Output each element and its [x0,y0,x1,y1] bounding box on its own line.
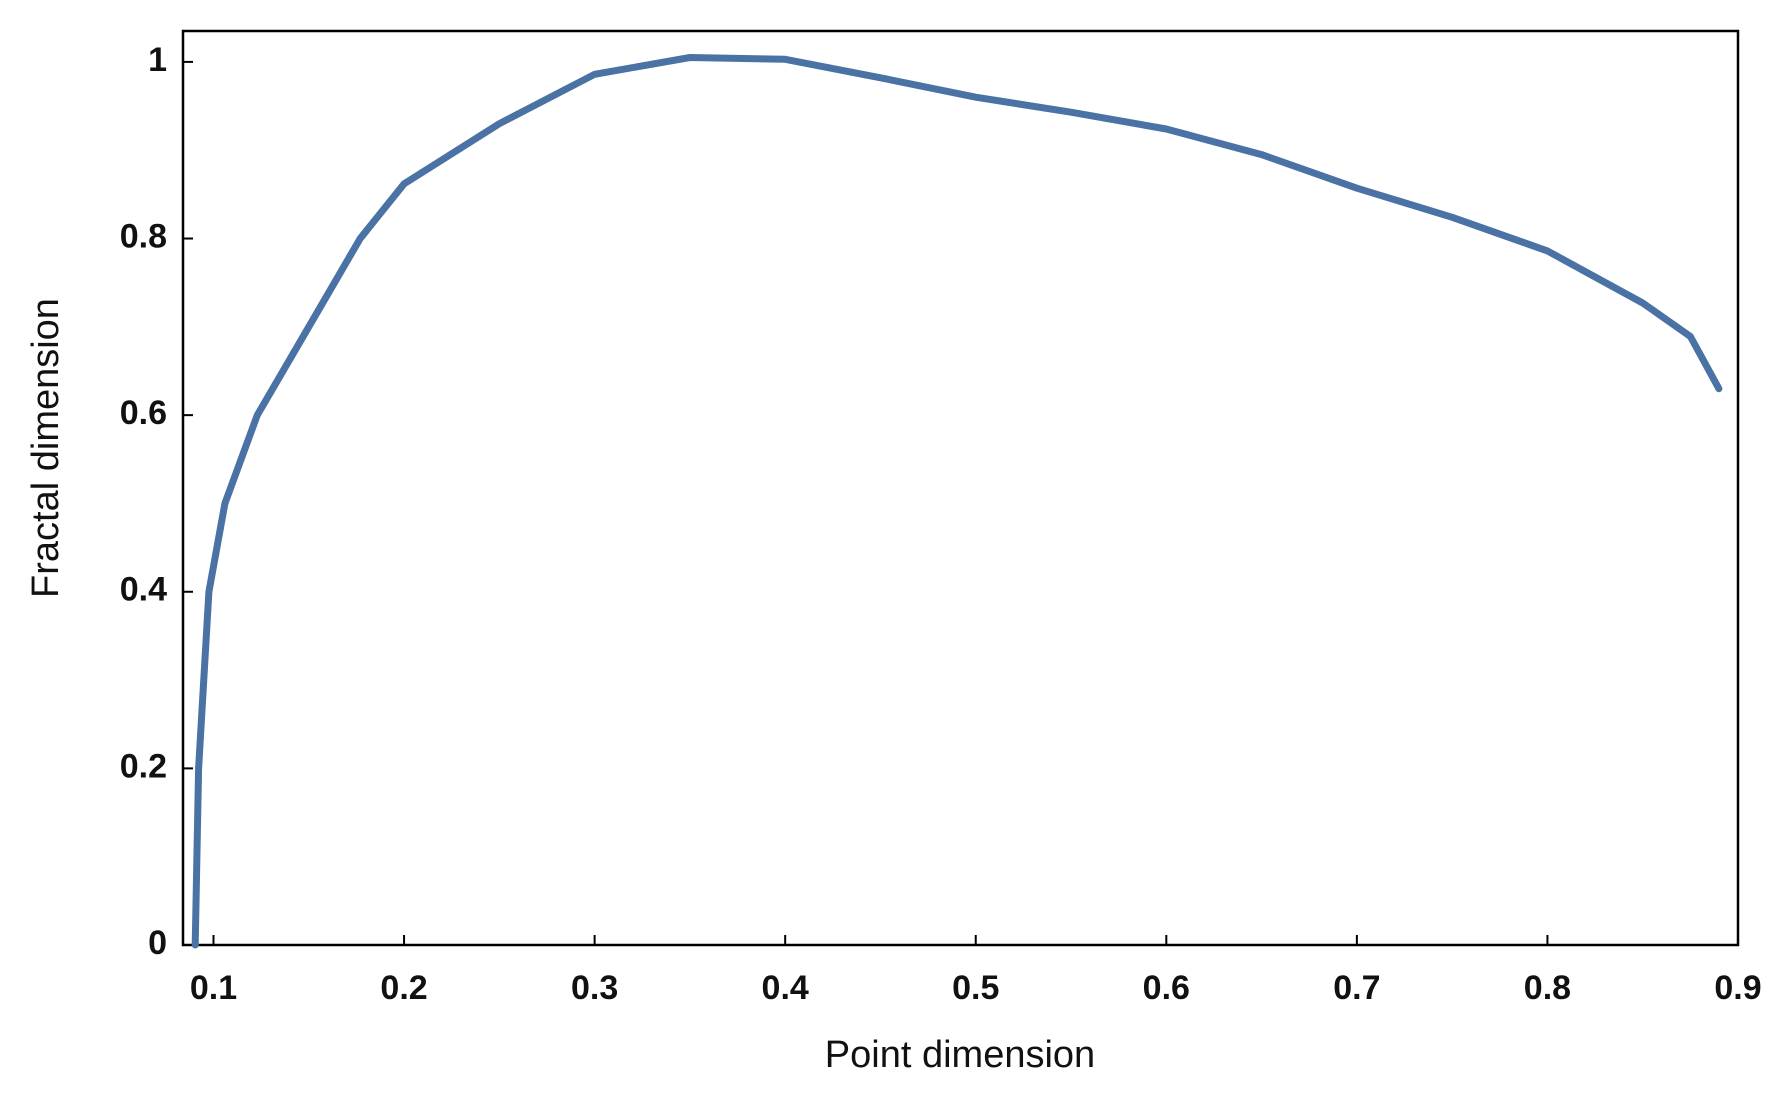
x-tick-label: 0.2 [380,969,427,1007]
x-tick-label: 0.4 [762,969,809,1007]
x-tick-label: 0.3 [571,969,618,1007]
y-axis-label: Fractal dimension [25,298,67,598]
data-line [191,54,1723,949]
x-tick-label: 0.6 [1143,969,1190,1007]
x-tick-label: 0.9 [1714,969,1761,1007]
y-tick-label: 0 [148,924,167,962]
plot-frame [181,29,1740,947]
x-tick-label: 0.5 [952,969,999,1007]
x-tick-label: 0.8 [1524,969,1571,1007]
y-tick-label: 1 [148,41,167,79]
y-tick-label: 0.4 [120,571,167,609]
x-tick-label: 0.1 [190,969,237,1007]
y-tick-label: 0.2 [120,747,167,785]
x-axis-label: Point dimension [825,1034,1095,1076]
y-tick-label: 0.8 [120,218,167,256]
y-tick-label: 0.6 [120,394,167,432]
x-tick-label: 0.7 [1333,969,1380,1007]
